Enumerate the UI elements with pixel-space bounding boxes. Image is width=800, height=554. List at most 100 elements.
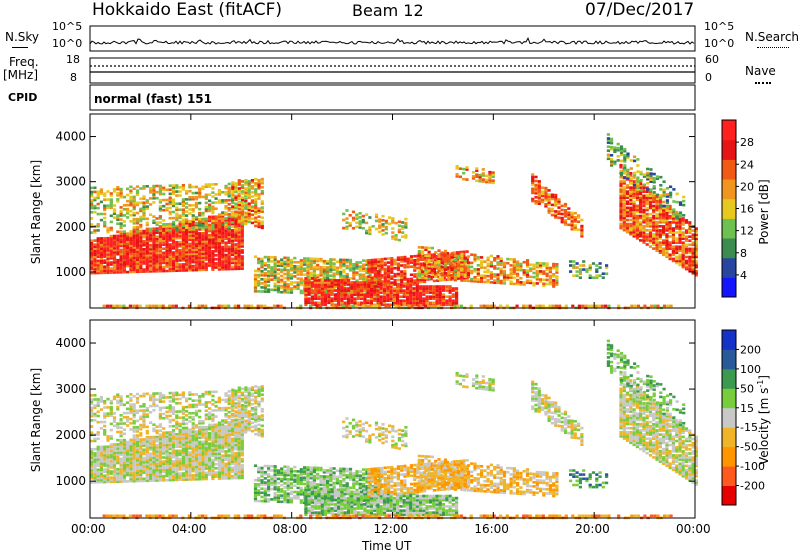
power-cell xyxy=(658,212,662,216)
power-cell xyxy=(241,202,245,205)
power-cell xyxy=(168,235,172,238)
power-cell xyxy=(432,269,436,272)
power-cell xyxy=(635,220,639,224)
power-cell xyxy=(99,261,103,265)
power-cell xyxy=(99,265,103,269)
power-cell xyxy=(155,237,159,241)
power-cell xyxy=(427,258,431,262)
power-cell xyxy=(681,227,685,230)
velocity-cell xyxy=(126,461,130,464)
power-cell xyxy=(440,271,444,275)
power-cell xyxy=(617,304,621,308)
power-cell xyxy=(636,170,640,173)
power-cell xyxy=(435,291,439,294)
power-cell xyxy=(330,293,334,296)
power-cell xyxy=(165,206,169,210)
power-cell xyxy=(470,261,474,265)
power-cell xyxy=(369,287,373,290)
power-cell xyxy=(201,248,205,251)
power-cell xyxy=(178,244,182,248)
power-cell xyxy=(286,264,290,268)
power-cell xyxy=(353,301,357,305)
power-cell xyxy=(502,279,507,283)
power-cell xyxy=(560,218,564,222)
power-cell xyxy=(293,260,297,264)
power-cell xyxy=(129,248,133,251)
power-cell xyxy=(267,266,271,269)
power-cell xyxy=(655,200,659,204)
power-cell xyxy=(339,272,343,276)
power-cell xyxy=(211,237,215,241)
power-cell xyxy=(499,257,503,260)
power-cell xyxy=(380,266,384,269)
power-cell xyxy=(168,253,172,256)
power-cell xyxy=(642,190,646,193)
power-cell xyxy=(437,255,441,258)
power-cell xyxy=(402,299,406,302)
power-cell xyxy=(406,261,410,265)
power-cell xyxy=(158,241,162,244)
power-cell xyxy=(323,299,328,302)
power-cell xyxy=(652,237,656,240)
power-cell xyxy=(165,239,169,242)
power-cell xyxy=(99,243,103,246)
power-cell xyxy=(346,279,351,282)
power-cell xyxy=(447,270,451,273)
power-cell xyxy=(129,203,133,207)
power-cell xyxy=(460,265,464,268)
power-cell xyxy=(652,218,656,222)
power-cell xyxy=(109,244,113,248)
power-cell xyxy=(688,251,692,255)
power-cell xyxy=(185,228,189,232)
power-cell xyxy=(569,270,573,273)
power-cell xyxy=(405,291,410,294)
power-cell xyxy=(142,268,146,271)
power-cell xyxy=(440,267,444,271)
power-cell xyxy=(642,220,646,224)
power-cell xyxy=(142,205,146,208)
power-cell xyxy=(409,259,414,262)
power-cell xyxy=(237,267,241,271)
power-cell xyxy=(211,241,215,245)
power-cell xyxy=(417,270,421,273)
power-cell xyxy=(217,255,221,259)
power-cell xyxy=(234,206,238,210)
power-cell xyxy=(648,206,653,210)
power-cell xyxy=(531,183,535,187)
power-cell xyxy=(675,192,679,196)
power-cell xyxy=(360,281,364,284)
power-cell xyxy=(116,214,120,217)
power-cell xyxy=(645,202,649,206)
power-cell xyxy=(155,235,159,238)
power-cell xyxy=(646,188,650,191)
power-cell xyxy=(400,260,404,263)
power-cell xyxy=(283,291,287,294)
power-cell xyxy=(655,249,659,252)
power-cell xyxy=(532,267,536,271)
power-cell xyxy=(227,229,231,232)
power-cell xyxy=(162,253,166,257)
power-cell xyxy=(373,260,377,264)
power-cell xyxy=(652,235,656,238)
power-cell xyxy=(532,283,536,287)
power-cell xyxy=(244,179,248,182)
power-cell xyxy=(595,264,599,267)
power-cell xyxy=(109,240,113,244)
power-cell xyxy=(171,228,176,232)
power-cell xyxy=(139,258,143,261)
velocity-cell xyxy=(129,455,133,458)
velocity-cell xyxy=(106,474,110,477)
power-cell xyxy=(531,191,535,195)
power-cell xyxy=(610,162,614,165)
power-cell xyxy=(224,247,228,251)
power-cell xyxy=(475,167,479,170)
power-cell xyxy=(366,301,370,305)
power-cell xyxy=(652,247,656,250)
power-cell xyxy=(175,184,179,187)
power-cell xyxy=(109,220,113,224)
power-cell xyxy=(306,257,310,260)
power-cell xyxy=(211,268,215,271)
power-cell xyxy=(367,279,371,282)
power-cell xyxy=(211,266,215,269)
power-cell xyxy=(230,231,235,234)
